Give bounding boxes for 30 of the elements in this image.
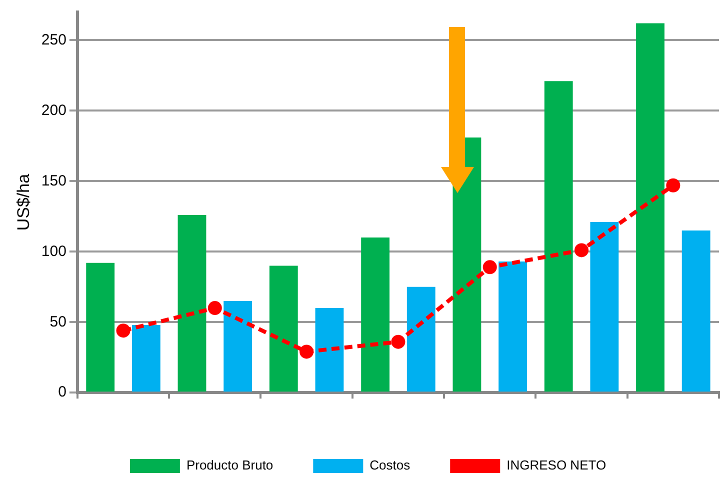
bar — [544, 81, 573, 392]
point — [482, 260, 497, 274]
bar — [224, 300, 252, 392]
bar — [269, 266, 298, 392]
bar — [636, 23, 664, 392]
point — [300, 344, 314, 359]
bar — [132, 324, 160, 392]
legend-label: INGRESO NETO — [506, 458, 606, 473]
bar — [498, 262, 527, 392]
y-tick-label: 150 — [41, 172, 66, 190]
y-tick-label: 200 — [41, 102, 66, 119]
point — [574, 243, 589, 258]
legend-label: Costos — [370, 458, 411, 473]
y-axis-title: US$/ha — [14, 173, 33, 231]
y-tick-label: 250 — [41, 31, 66, 48]
bar — [682, 230, 710, 392]
y-tick-label: 50 — [50, 313, 66, 330]
point — [116, 324, 130, 338]
bar — [406, 286, 436, 392]
legend-label: Producto Bruto — [186, 458, 274, 473]
point — [391, 334, 406, 349]
y-tick-label: 0 — [58, 384, 66, 401]
bar — [590, 222, 619, 392]
point — [208, 301, 222, 316]
y-tick-label: 100 — [41, 242, 66, 260]
bar — [315, 308, 344, 392]
bar — [86, 262, 115, 392]
bar — [178, 214, 206, 392]
bar — [361, 238, 390, 392]
point — [666, 178, 680, 192]
